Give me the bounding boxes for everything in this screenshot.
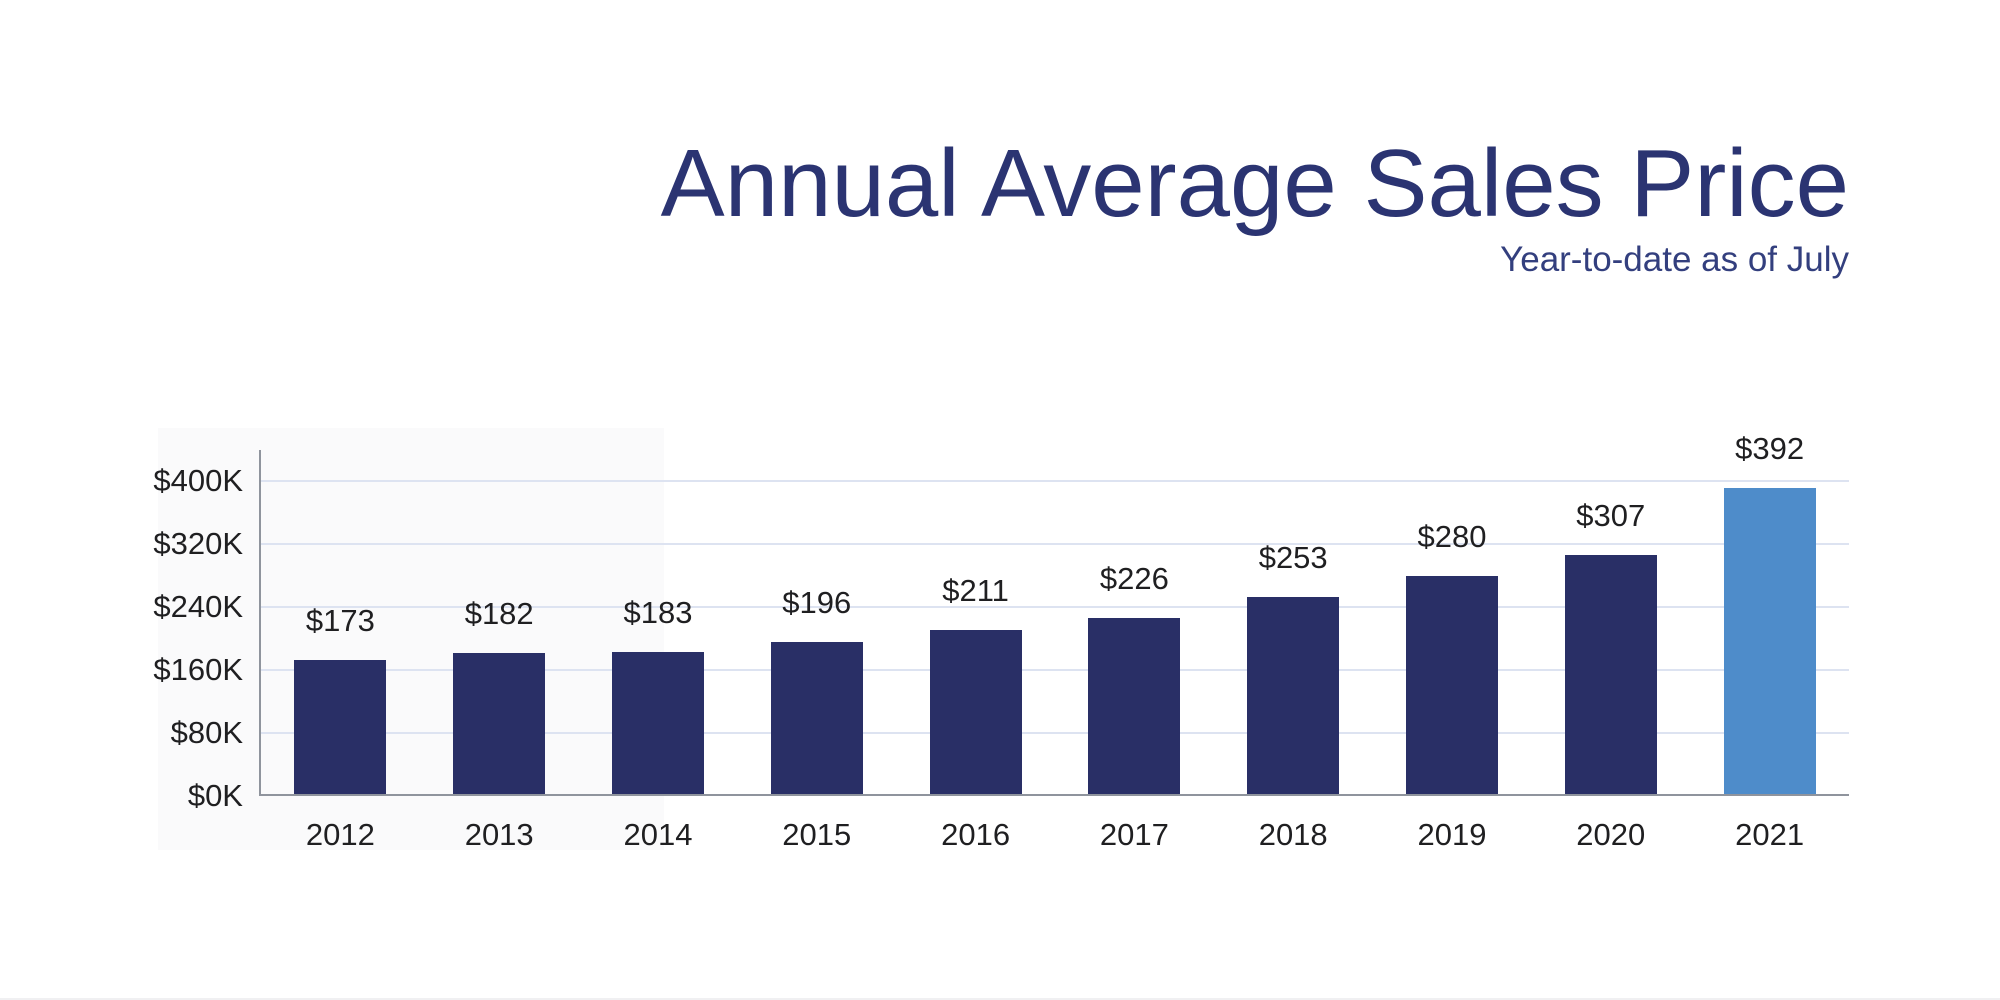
bar-column-2017: $226 2017 — [1055, 450, 1214, 852]
bar-column-2012: $173 2012 — [261, 450, 420, 852]
bar-column-2015: $196 2015 — [737, 450, 896, 852]
bar-2014 — [611, 652, 704, 796]
y-tick-label-240k: $240K — [153, 589, 243, 625]
bar-2018 — [1247, 597, 1340, 796]
bar-column-2018: $253 2018 — [1214, 450, 1373, 852]
page-bottom-edge — [0, 998, 2000, 1000]
bar-value-label-2017: $226 — [1099, 561, 1169, 597]
x-tick-label-2013: 2013 — [464, 817, 534, 852]
bar-column-2016: $211 2016 — [896, 450, 1055, 852]
y-tick-label-320k: $320K — [153, 526, 243, 562]
x-tick-label-2016: 2016 — [941, 817, 1011, 852]
chart-header: Annual Average Sales Price Year-to-date … — [0, 0, 1849, 280]
bar-value-label-2021: $392 — [1735, 430, 1805, 466]
bar-2019 — [1405, 575, 1498, 796]
bar-column-2021: $392 2021 — [1690, 431, 1849, 852]
x-tick-label-2017: 2017 — [1099, 817, 1169, 852]
bar-2021 — [1723, 487, 1816, 796]
x-tick-label-2015: 2015 — [782, 817, 852, 852]
x-tick-label-2012: 2012 — [305, 817, 375, 852]
x-tick-label-2021: 2021 — [1735, 817, 1805, 852]
y-tick-label-160k: $160K — [153, 652, 243, 688]
bar-column-2020: $307 2020 — [1531, 450, 1690, 852]
bar-column-2013: $182 2013 — [420, 450, 579, 852]
gridline-160k — [261, 669, 1849, 672]
gridline-240k — [261, 606, 1849, 609]
y-axis-line — [259, 450, 261, 796]
bar-value-label-2018: $253 — [1258, 540, 1328, 576]
plot-area: $0K $80K $160K $240K $320K $400K $173 2012 $182 2… — [153, 431, 1849, 852]
bar-2017 — [1088, 618, 1181, 796]
x-tick-label-2018: 2018 — [1258, 817, 1328, 852]
y-tick-label-80k: $80K — [170, 715, 243, 751]
bar-value-label-2014: $183 — [623, 595, 693, 631]
bar-column-2014: $183 2014 — [579, 450, 738, 852]
bar-2020 — [1564, 554, 1657, 796]
bar-2012 — [294, 659, 387, 796]
bar-2015 — [770, 641, 863, 796]
bar-value-label-2013: $182 — [464, 595, 534, 631]
bar-value-label-2015: $196 — [782, 584, 852, 620]
chart-subtitle: Year-to-date as of July — [1500, 240, 1849, 279]
y-tick-label-400k: $400K — [153, 463, 243, 499]
bar-value-label-2012: $173 — [305, 602, 375, 638]
bar-2013 — [453, 652, 546, 796]
y-tick-label-0k: $0K — [187, 778, 243, 813]
bar-value-label-2019: $280 — [1417, 518, 1487, 554]
x-axis-baseline — [259, 794, 1849, 796]
chart-title: Annual Average Sales Price — [660, 130, 1849, 237]
bar-value-label-2020: $307 — [1576, 497, 1646, 533]
gridline-320k — [261, 543, 1849, 546]
gridline-400k — [261, 480, 1849, 483]
x-tick-label-2020: 2020 — [1576, 817, 1646, 852]
x-tick-label-2019: 2019 — [1417, 817, 1487, 852]
bar-value-label-2016: $211 — [942, 573, 1009, 609]
bar-2016 — [929, 630, 1022, 796]
bar-column-2019: $280 2019 — [1373, 450, 1532, 852]
gridline-80k — [261, 732, 1849, 735]
x-tick-label-2014: 2014 — [623, 817, 693, 852]
